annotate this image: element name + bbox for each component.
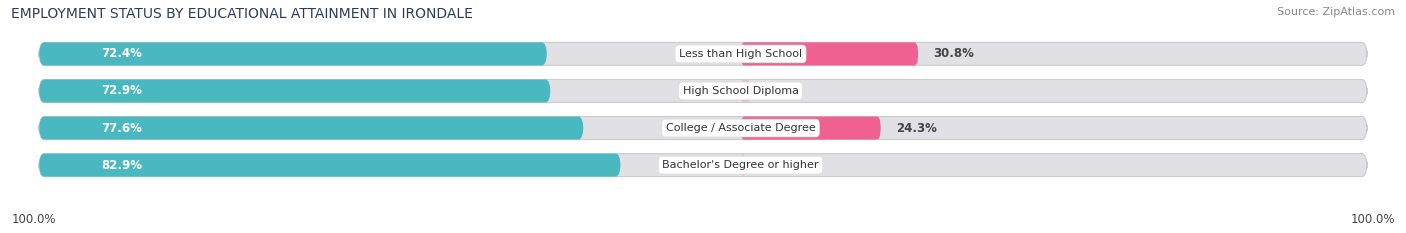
FancyBboxPatch shape: [39, 79, 1367, 103]
FancyBboxPatch shape: [39, 154, 1367, 177]
Text: 72.4%: 72.4%: [101, 47, 142, 60]
Text: EMPLOYMENT STATUS BY EDUCATIONAL ATTAINMENT IN IRONDALE: EMPLOYMENT STATUS BY EDUCATIONAL ATTAINM…: [11, 7, 474, 21]
Text: 30.8%: 30.8%: [934, 47, 974, 60]
Text: 24.3%: 24.3%: [896, 122, 936, 134]
Text: Bachelor's Degree or higher: Bachelor's Degree or higher: [662, 160, 818, 170]
FancyBboxPatch shape: [39, 79, 551, 103]
FancyBboxPatch shape: [39, 154, 620, 177]
FancyBboxPatch shape: [741, 79, 751, 103]
Text: High School Diploma: High School Diploma: [682, 86, 799, 96]
Text: 100.0%: 100.0%: [11, 213, 56, 226]
Text: Source: ZipAtlas.com: Source: ZipAtlas.com: [1277, 7, 1395, 17]
FancyBboxPatch shape: [741, 116, 880, 140]
Text: 1.7%: 1.7%: [765, 85, 799, 97]
Text: College / Associate Degree: College / Associate Degree: [665, 123, 815, 133]
FancyBboxPatch shape: [39, 42, 1367, 65]
FancyBboxPatch shape: [39, 116, 1367, 140]
Text: 0.9%: 0.9%: [761, 159, 793, 172]
Text: 82.9%: 82.9%: [101, 159, 143, 172]
Text: Less than High School: Less than High School: [679, 49, 803, 59]
Text: 100.0%: 100.0%: [1350, 213, 1395, 226]
FancyBboxPatch shape: [741, 42, 918, 65]
FancyBboxPatch shape: [741, 154, 745, 177]
FancyBboxPatch shape: [39, 42, 547, 65]
Text: 72.9%: 72.9%: [101, 85, 142, 97]
FancyBboxPatch shape: [39, 116, 583, 140]
Text: 77.6%: 77.6%: [101, 122, 142, 134]
